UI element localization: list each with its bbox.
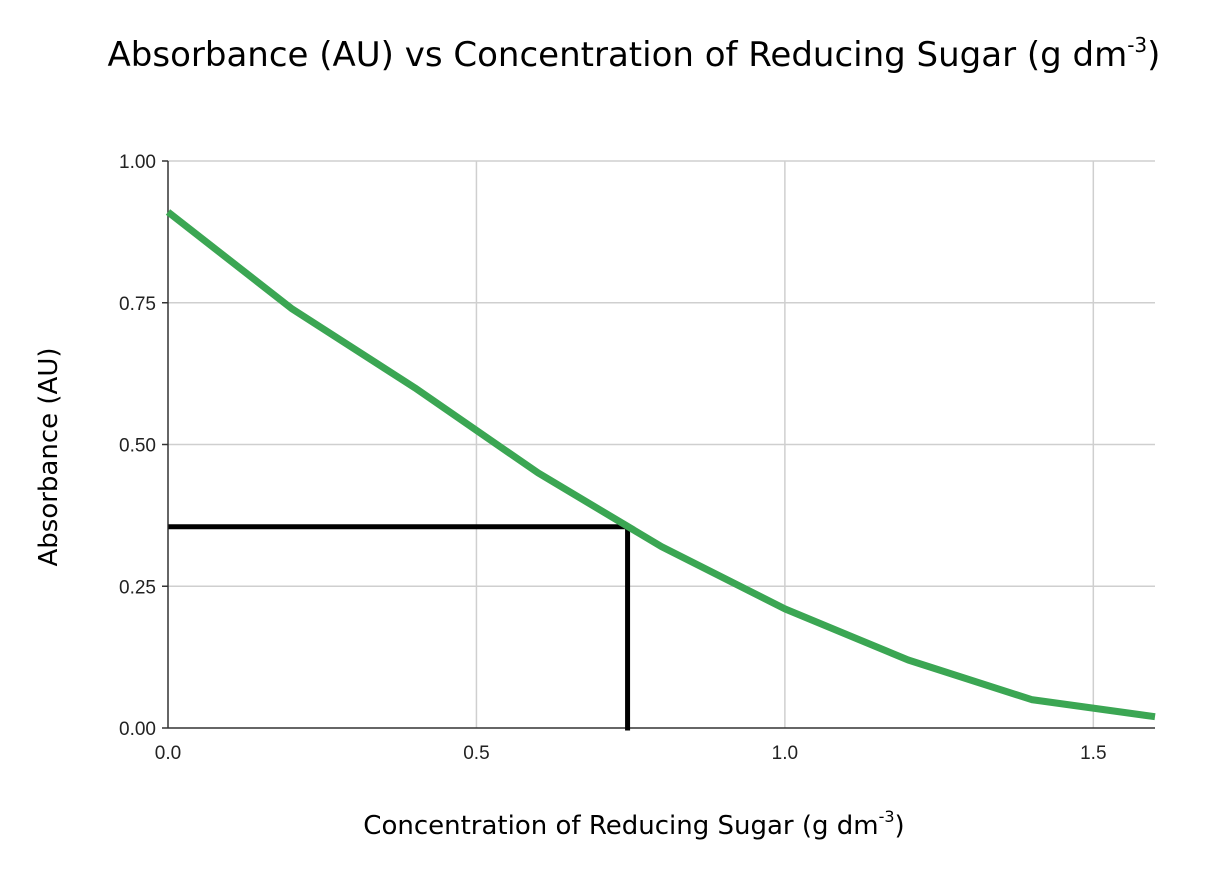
y-tick-label: 0.75 [119, 294, 156, 315]
series-line [165, 209, 1156, 721]
reference-lines [168, 524, 631, 731]
x-tick-label: 0.5 [463, 743, 489, 764]
grid-layer [168, 160, 1155, 728]
x-axis-label: Concentration of Reducing Sugar (g dm-3) [363, 807, 904, 841]
y-tick-label: 0.50 [119, 436, 156, 457]
y-tick-label: 0.00 [119, 719, 156, 740]
x-tick-label: 0.0 [155, 743, 181, 764]
y-tick-label: 0.25 [119, 577, 156, 598]
chart-title: Absorbance (AU) vs Concentration of Redu… [108, 33, 1161, 75]
y-axis-label: Absorbance (AU) [34, 347, 64, 566]
x-tick-label: 1.0 [772, 743, 798, 764]
y-tick-label: 1.00 [119, 152, 156, 173]
axis-layer [162, 160, 1155, 729]
x-tick-label: 1.5 [1080, 743, 1106, 764]
series-layer [165, 209, 1156, 721]
tick-labels: 0.00 0.25 0.50 0.75 1.00 0.0 0.5 1.0 1.5 [119, 152, 1107, 764]
